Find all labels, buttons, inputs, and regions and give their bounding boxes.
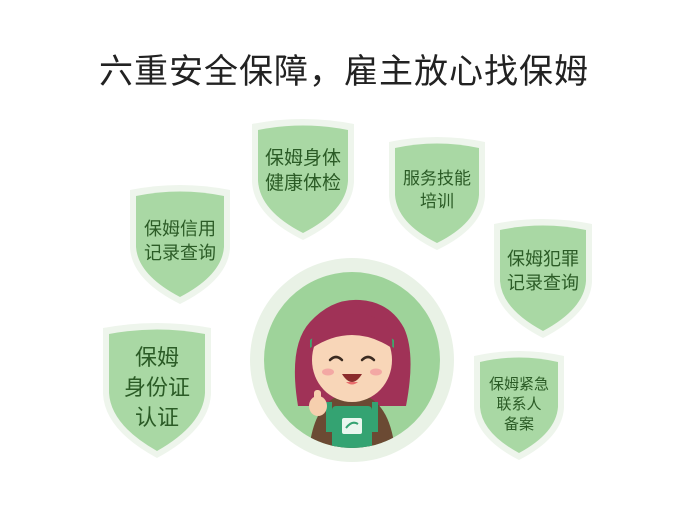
badge-line: 保姆紧急	[488, 375, 549, 393]
shield-icon	[103, 323, 211, 458]
badge-line: 保姆	[134, 346, 179, 371]
badge-health-check: 保姆身体 健康体检	[244, 118, 362, 244]
badge-line: 身份证	[123, 376, 190, 401]
nanny-avatar-icon	[250, 258, 454, 462]
badge-skill-training: 服务技能 培训	[381, 136, 493, 254]
badge-line: 备案	[503, 415, 534, 433]
badge-criminal-check: 保姆犯罪 记录查询	[486, 218, 600, 342]
badge-credit-check: 保姆信用 记录查询	[122, 184, 238, 308]
badge-emergency-contact: 保姆紧急 联系人 备案	[467, 350, 571, 464]
nanny-avatar	[248, 256, 456, 464]
badge-line: 保姆身体	[264, 147, 341, 169]
badge-line: 认证	[134, 406, 179, 431]
badge-line: 服务技能	[403, 169, 471, 189]
badge-line: 保姆信用	[144, 219, 216, 240]
shield-icon	[389, 137, 485, 250]
shield-icon	[130, 185, 230, 304]
badge-id-verification: 保姆 身份证 认证	[95, 322, 219, 462]
page-title: 六重安全保障，雇主放心找保姆	[99, 52, 589, 92]
shield-icon	[252, 119, 354, 240]
badge-line: 联系人	[496, 395, 542, 413]
badge-line: 培训	[420, 192, 454, 212]
badge-line: 记录查询	[507, 273, 579, 294]
shield-icon	[494, 219, 592, 338]
badge-line: 健康体检	[264, 172, 341, 194]
badge-line: 保姆犯罪	[507, 249, 579, 270]
shield-icon	[474, 351, 564, 460]
badge-line: 记录查询	[144, 243, 216, 264]
